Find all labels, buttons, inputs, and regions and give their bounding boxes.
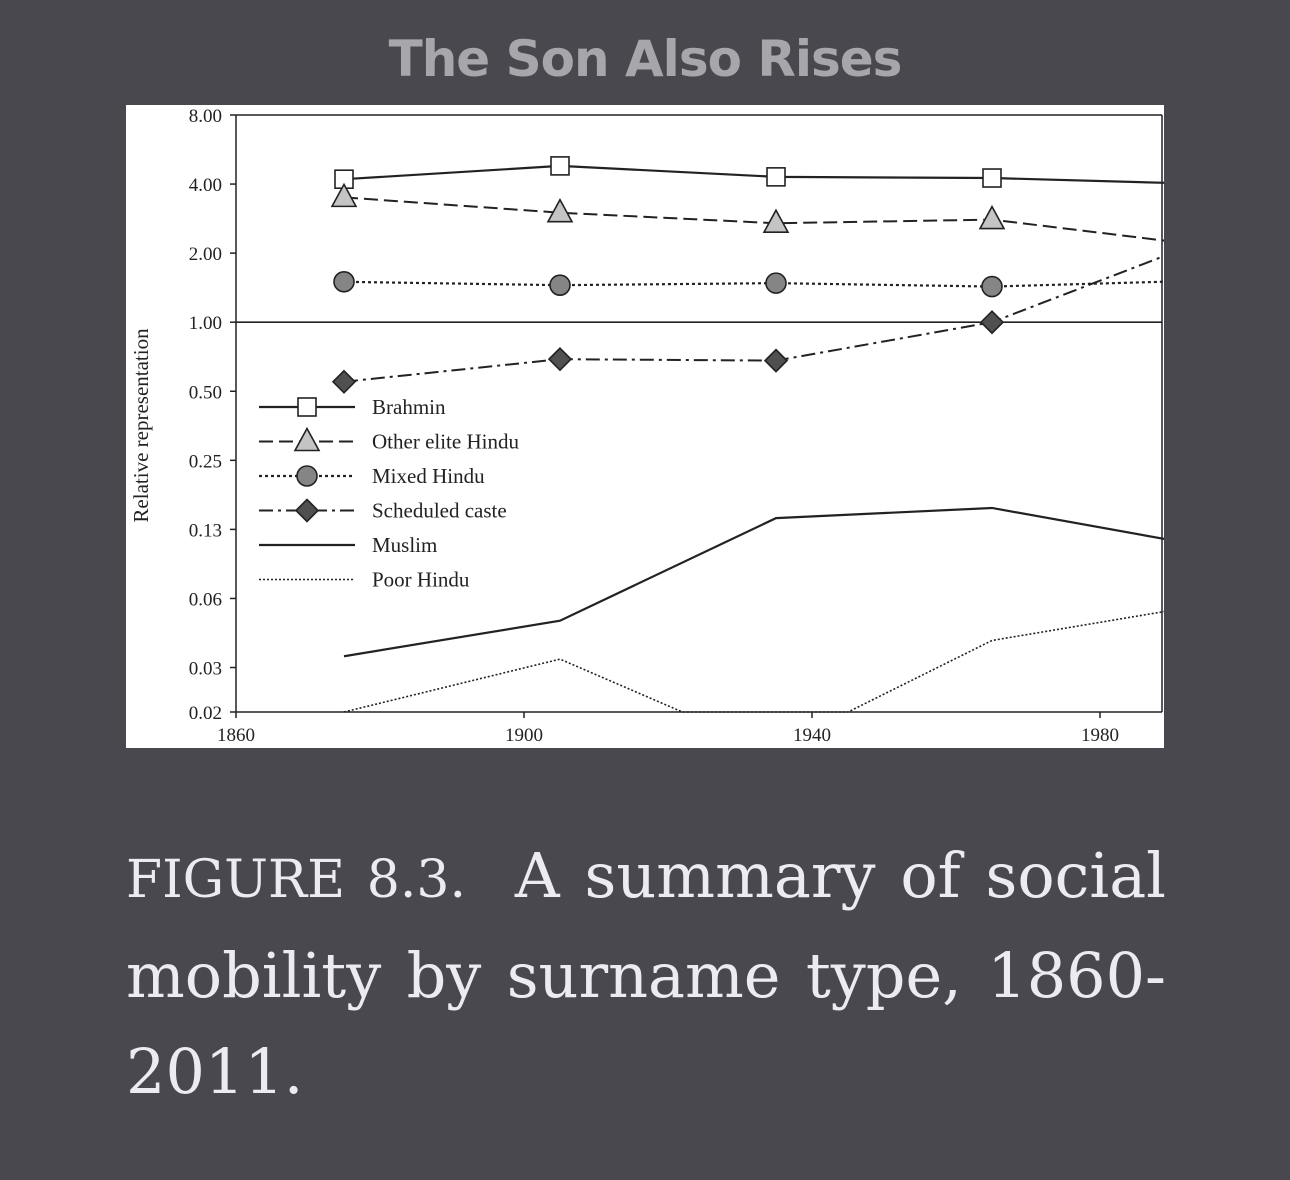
y-tick-label: 0.03 xyxy=(189,659,222,680)
legend-marker-brahmin xyxy=(297,397,317,417)
legend-label-scheduled-caste: Scheduled caste xyxy=(372,499,507,523)
legend-label-mixed-hindu: Mixed Hindu xyxy=(372,464,485,488)
caption-text: A summary of social mobility by surname … xyxy=(126,839,1166,1108)
data-point-other-elite-hindu xyxy=(546,198,574,223)
chart-series xyxy=(330,156,1164,713)
y-tick-label: 0.50 xyxy=(189,382,222,403)
data-point-mixed-hindu xyxy=(549,274,571,296)
y-tick-label: 0.13 xyxy=(189,520,222,541)
chart-figure: 8.00 4.00 2.00 1.00 0.50 0.25 0.13 0.06 0.03 0.02… xyxy=(126,105,1164,748)
y-tick-label: 1.00 xyxy=(189,313,222,334)
legend-marker-scheduled-caste xyxy=(294,498,320,523)
data-point-scheduled-caste xyxy=(979,310,1005,335)
data-point-scheduled-caste xyxy=(331,369,357,394)
x-tick-label: 1900 xyxy=(505,725,543,746)
data-point-brahmin xyxy=(550,156,570,176)
data-point-other-elite-hindu xyxy=(330,182,358,208)
y-tick-label: 8.00 xyxy=(189,106,222,127)
data-point-brahmin xyxy=(766,167,786,187)
figure-caption: FIGURE 8.3. A summary of social mobility… xyxy=(126,828,1166,1120)
x-tick-label: 1860 xyxy=(217,725,255,746)
page-title: The Son Also Rises xyxy=(388,30,903,88)
legend-label-poor-hindu: Poor Hindu xyxy=(372,568,470,592)
data-point-mixed-hindu xyxy=(981,275,1003,298)
x-tick-label: 1980 xyxy=(1081,725,1119,746)
y-tick-label: 2.00 xyxy=(189,244,222,265)
y-tick-label: 0.02 xyxy=(189,703,222,724)
caption-label: FIGURE 8.3. xyxy=(126,850,467,910)
data-point-scheduled-caste xyxy=(763,348,789,373)
data-point-other-elite-hindu xyxy=(978,204,1006,230)
series-line-brahmin xyxy=(343,164,1164,184)
series-line-poor-hindu xyxy=(343,610,1164,713)
legend-label-muslim: Muslim xyxy=(372,533,437,557)
legend-marker-mixed-hindu xyxy=(296,465,318,487)
chart-svg: 8.00 4.00 2.00 1.00 0.50 0.25 0.13 0.06 0.03 0.02… xyxy=(129,106,1164,746)
data-point-mixed-hindu xyxy=(333,270,355,293)
chart-axes: 8.00 4.00 2.00 1.00 0.50 0.25 0.13 0.06 0.03 0.02… xyxy=(129,106,1163,746)
legend-label-other-elite-hindu: Other elite Hindu xyxy=(372,430,519,454)
x-tick-label: 1940 xyxy=(793,725,831,746)
series-line-other-elite-hindu xyxy=(343,196,1164,242)
series-line-mixed-hindu xyxy=(343,280,1164,288)
y-tick-label: 0.25 xyxy=(189,451,222,472)
data-point-other-elite-hindu xyxy=(762,208,790,234)
legend-marker-other-elite-hindu xyxy=(293,426,321,452)
y-tick-label: 4.00 xyxy=(189,175,222,196)
y-tick-label: 0.06 xyxy=(189,589,222,610)
series-line-scheduled-caste xyxy=(343,255,1164,383)
legend-label-brahmin: Brahmin xyxy=(372,395,446,419)
data-point-brahmin xyxy=(982,168,1002,188)
data-point-mixed-hindu xyxy=(765,272,787,294)
series-line-muslim xyxy=(343,506,1164,658)
data-point-scheduled-caste xyxy=(547,347,573,372)
y-axis-label: Relative representation xyxy=(129,328,153,523)
chart-legend: Brahmin Other elite Hindu Mixed Hindu Sched… xyxy=(259,395,519,592)
